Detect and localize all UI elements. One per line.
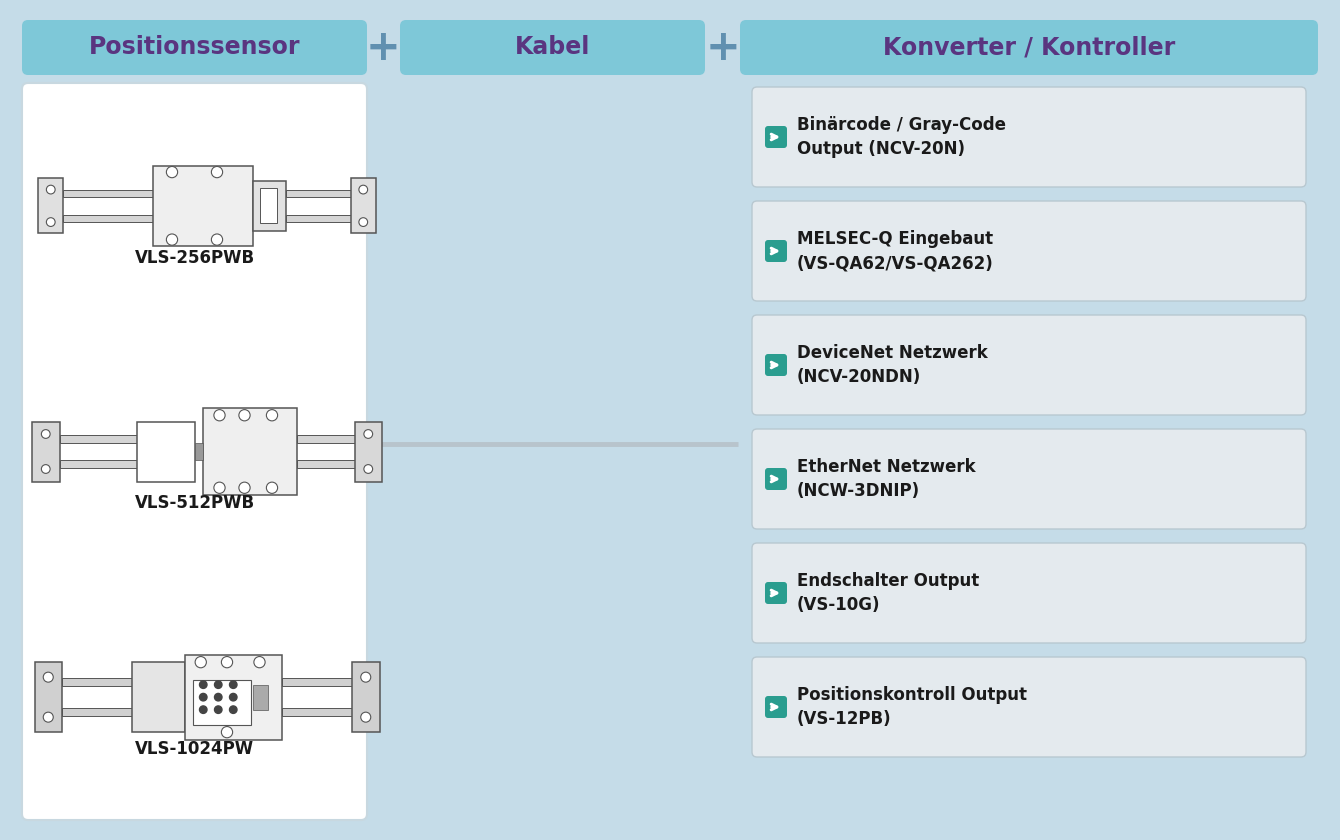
FancyBboxPatch shape (740, 20, 1319, 75)
Text: VLS-256PWB: VLS-256PWB (134, 249, 255, 267)
Circle shape (47, 185, 55, 194)
FancyBboxPatch shape (21, 20, 367, 75)
Bar (253, 181, 285, 231)
Circle shape (267, 482, 277, 493)
Circle shape (239, 410, 251, 421)
Bar (351, 178, 375, 234)
Text: +: + (366, 27, 401, 69)
Text: VLS-512PWB: VLS-512PWB (134, 495, 255, 512)
Text: MELSEC-Q Eingebaut
(VS-QA62/VS-QA262): MELSEC-Q Eingebaut (VS-QA62/VS-QA262) (797, 230, 994, 272)
Text: Endschalter Output
(VS-10G): Endschalter Output (VS-10G) (797, 572, 980, 614)
Bar (204, 407, 297, 496)
Bar (32, 422, 59, 481)
Text: VLS-1024PW: VLS-1024PW (135, 740, 255, 759)
Text: DeviceNet Netzwerk
(NCV-20NDN): DeviceNet Netzwerk (NCV-20NDN) (797, 344, 988, 386)
Bar (253, 685, 268, 710)
FancyBboxPatch shape (765, 696, 787, 718)
Text: +: + (705, 27, 740, 69)
Circle shape (212, 234, 222, 245)
Circle shape (360, 712, 371, 722)
Bar (297, 460, 355, 468)
Circle shape (42, 465, 50, 474)
Circle shape (166, 234, 178, 245)
Bar (39, 178, 63, 234)
Circle shape (214, 482, 225, 493)
FancyBboxPatch shape (752, 429, 1306, 529)
Bar (193, 680, 251, 725)
Circle shape (229, 681, 237, 689)
FancyBboxPatch shape (401, 20, 705, 75)
Circle shape (359, 185, 367, 194)
Text: EtherNet Netzwerk
(NCW-3DNIP): EtherNet Netzwerk (NCW-3DNIP) (797, 458, 976, 500)
Circle shape (214, 706, 222, 713)
Text: Positionssensor: Positionssensor (88, 35, 300, 60)
FancyBboxPatch shape (21, 83, 367, 820)
Circle shape (221, 657, 233, 668)
Text: Binärcode / Gray-Code
Output (NCV-20N): Binärcode / Gray-Code Output (NCV-20N) (797, 116, 1006, 158)
Bar (285, 214, 351, 222)
Circle shape (229, 706, 237, 713)
Bar (63, 214, 153, 222)
Bar (281, 679, 352, 686)
Bar (355, 422, 382, 481)
Circle shape (253, 657, 265, 668)
Circle shape (200, 681, 206, 689)
Circle shape (214, 693, 222, 701)
Circle shape (43, 712, 54, 722)
FancyBboxPatch shape (752, 543, 1306, 643)
FancyBboxPatch shape (765, 354, 787, 376)
Bar (62, 679, 133, 686)
FancyBboxPatch shape (752, 87, 1306, 187)
Circle shape (359, 218, 367, 227)
Circle shape (221, 727, 233, 738)
Bar (194, 443, 204, 460)
Circle shape (166, 166, 178, 178)
Bar (260, 188, 277, 223)
Circle shape (43, 672, 54, 682)
Circle shape (42, 429, 50, 438)
Bar (62, 708, 133, 716)
Bar (63, 190, 153, 197)
Bar (137, 422, 194, 481)
Bar (297, 435, 355, 443)
Bar (285, 190, 351, 197)
Bar (59, 435, 137, 443)
Text: Konverter / Kontroller: Konverter / Kontroller (883, 35, 1175, 60)
Bar (153, 165, 253, 246)
Bar (281, 708, 352, 716)
Circle shape (214, 410, 225, 421)
FancyBboxPatch shape (765, 582, 787, 604)
FancyBboxPatch shape (765, 126, 787, 148)
Circle shape (214, 681, 222, 689)
FancyBboxPatch shape (752, 657, 1306, 757)
Circle shape (229, 693, 237, 701)
Text: Kabel: Kabel (515, 35, 590, 60)
Circle shape (212, 166, 222, 178)
FancyBboxPatch shape (765, 468, 787, 490)
Circle shape (239, 482, 251, 493)
Circle shape (200, 706, 206, 713)
Bar (59, 460, 137, 468)
Bar (133, 662, 185, 732)
Circle shape (196, 657, 206, 668)
FancyBboxPatch shape (765, 240, 787, 262)
FancyBboxPatch shape (752, 315, 1306, 415)
Bar (35, 662, 62, 732)
Circle shape (364, 429, 373, 438)
Text: Positionskontroll Output
(VS-12PB): Positionskontroll Output (VS-12PB) (797, 685, 1026, 728)
Bar (185, 654, 281, 740)
Circle shape (47, 218, 55, 227)
Circle shape (364, 465, 373, 474)
Circle shape (360, 672, 371, 682)
Circle shape (200, 693, 206, 701)
Circle shape (267, 410, 277, 421)
Bar (352, 662, 379, 732)
FancyBboxPatch shape (752, 201, 1306, 301)
